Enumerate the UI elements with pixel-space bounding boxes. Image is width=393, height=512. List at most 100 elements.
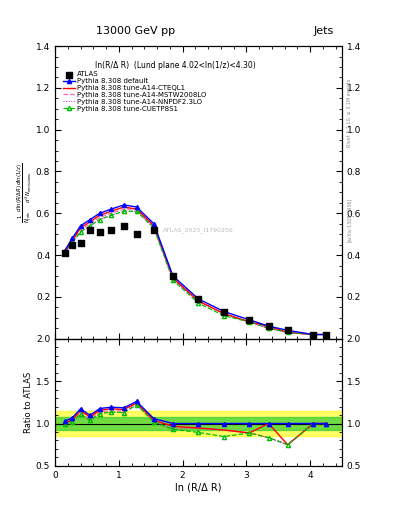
Pythia 8.308 tune-CUETP8S1 (121, 208, 126, 214)
Pythia 8.308 tune-A14-CTEQL1 (78, 225, 83, 231)
Pythia 8.308 tune-A14-NNPDF2.3LO (196, 298, 201, 304)
ATLAS (87, 226, 93, 234)
ATLAS (61, 249, 68, 257)
Pythia 8.308 tune-A14-NNPDF2.3LO (247, 319, 252, 325)
Pythia 8.308 tune-CUETP8S1 (285, 329, 290, 335)
Pythia 8.308 tune-A14-CTEQL1 (97, 212, 102, 219)
Pythia 8.308 tune-A14-NNPDF2.3LO (78, 229, 83, 235)
ATLAS (151, 226, 157, 234)
Pythia 8.308 tune-A14-NNPDF2.3LO (109, 212, 114, 219)
Pythia 8.308 tune-A14-CTEQL1 (222, 311, 226, 317)
Pythia 8.308 tune-A14-NNPDF2.3LO (171, 277, 175, 283)
Pythia 8.308 tune-A14-MSTW2008LO (196, 298, 201, 304)
Pythia 8.308 tune-A14-NNPDF2.3LO (97, 217, 102, 223)
Pythia 8.308 tune-A14-MSTW2008LO (247, 319, 252, 325)
ATLAS (108, 226, 114, 234)
Pythia 8.308 tune-A14-MSTW2008LO (134, 206, 139, 212)
Pythia 8.308 default (151, 221, 156, 227)
Pythia 8.308 tune-A14-NNPDF2.3LO (323, 331, 328, 337)
Bar (55, 417, 342, 430)
Pythia 8.308 tune-A14-CTEQL1 (134, 206, 139, 212)
Pythia 8.308 tune-A14-MSTW2008LO (171, 275, 175, 281)
Pythia 8.308 tune-A14-CTEQL1 (171, 275, 175, 281)
Pythia 8.308 tune-A14-MSTW2008LO (285, 329, 290, 335)
Pythia 8.308 default (311, 331, 316, 337)
ATLAS (323, 330, 329, 338)
Pythia 8.308 tune-A14-MSTW2008LO (222, 311, 226, 317)
ATLAS (69, 241, 75, 249)
Pythia 8.308 tune-CUETP8S1 (62, 250, 67, 256)
Pythia 8.308 tune-A14-NNPDF2.3LO (151, 225, 156, 231)
Pythia 8.308 tune-A14-MSTW2008LO (97, 215, 102, 221)
Pythia 8.308 tune-CUETP8S1 (222, 313, 226, 319)
Pythia 8.308 default (247, 317, 252, 323)
Pythia 8.308 default (70, 236, 75, 242)
X-axis label: ln (R/Δ R): ln (R/Δ R) (175, 482, 222, 493)
Pythia 8.308 tune-CUETP8S1 (134, 208, 139, 214)
Pythia 8.308 tune-A14-CTEQL1 (285, 329, 290, 335)
Y-axis label: $\frac{1}{N_{\rm jets}}\frac{d\ln(R/\Delta R)\,d\ln(1/z)}{d^2 N_{\rm emissions}}: $\frac{1}{N_{\rm jets}}\frac{d\ln(R/\Del… (15, 162, 35, 223)
Pythia 8.308 tune-A14-MSTW2008LO (78, 227, 83, 233)
ATLAS (97, 228, 103, 236)
Pythia 8.308 tune-A14-CTEQL1 (247, 319, 252, 325)
Pythia 8.308 tune-A14-NNPDF2.3LO (62, 250, 67, 256)
Line: Pythia 8.308 default: Pythia 8.308 default (62, 203, 328, 336)
Pythia 8.308 tune-CUETP8S1 (247, 319, 252, 325)
Pythia 8.308 default (196, 296, 201, 302)
Line: Pythia 8.308 tune-A14-NNPDF2.3LO: Pythia 8.308 tune-A14-NNPDF2.3LO (64, 211, 326, 334)
Pythia 8.308 default (88, 217, 92, 223)
Pythia 8.308 tune-A14-MSTW2008LO (121, 206, 126, 212)
Pythia 8.308 tune-CUETP8S1 (109, 212, 114, 219)
Pythia 8.308 tune-A14-CTEQL1 (196, 298, 201, 304)
Pythia 8.308 default (266, 323, 271, 329)
Pythia 8.308 tune-A14-CTEQL1 (151, 223, 156, 229)
Pythia 8.308 tune-A14-CTEQL1 (121, 204, 126, 210)
Text: ln(R/Δ R)  (Lund plane 4.02<ln(1/z)<4.30): ln(R/Δ R) (Lund plane 4.02<ln(1/z)<4.30) (95, 61, 256, 70)
Pythia 8.308 default (109, 206, 114, 212)
Pythia 8.308 tune-A14-MSTW2008LO (109, 210, 114, 217)
Pythia 8.308 tune-A14-NNPDF2.3LO (285, 329, 290, 335)
Pythia 8.308 default (97, 210, 102, 217)
ATLAS (246, 316, 253, 324)
ATLAS (170, 272, 176, 280)
Pythia 8.308 tune-A14-NNPDF2.3LO (311, 331, 316, 337)
ATLAS (310, 330, 316, 338)
Legend: ATLAS, Pythia 8.308 default, Pythia 8.308 tune-A14-CTEQL1, Pythia 8.308 tune-A14: ATLAS, Pythia 8.308 default, Pythia 8.30… (61, 70, 208, 113)
Text: 13000 GeV pp: 13000 GeV pp (96, 26, 175, 36)
ATLAS (221, 307, 227, 315)
Text: ATLAS_2020_I1790256: ATLAS_2020_I1790256 (163, 228, 234, 233)
Line: Pythia 8.308 tune-A14-CTEQL1: Pythia 8.308 tune-A14-CTEQL1 (64, 207, 326, 334)
Pythia 8.308 tune-A14-NNPDF2.3LO (88, 223, 92, 229)
Pythia 8.308 tune-CUETP8S1 (323, 331, 328, 337)
ATLAS (285, 326, 291, 334)
ATLAS (134, 230, 140, 238)
Pythia 8.308 tune-A14-MSTW2008LO (323, 331, 328, 337)
Pythia 8.308 tune-A14-CTEQL1 (109, 208, 114, 214)
Text: [arXiv:1306.3436]: [arXiv:1306.3436] (347, 198, 352, 242)
Bar (55, 411, 342, 436)
Pythia 8.308 tune-A14-CTEQL1 (266, 323, 271, 329)
Pythia 8.308 tune-A14-NNPDF2.3LO (121, 208, 126, 214)
Pythia 8.308 tune-CUETP8S1 (266, 325, 271, 331)
Pythia 8.308 tune-A14-MSTW2008LO (151, 223, 156, 229)
Line: Pythia 8.308 tune-CUETP8S1: Pythia 8.308 tune-CUETP8S1 (62, 209, 328, 336)
Pythia 8.308 default (171, 273, 175, 279)
Pythia 8.308 default (222, 308, 226, 314)
Pythia 8.308 tune-A14-MSTW2008LO (266, 325, 271, 331)
Pythia 8.308 default (285, 327, 290, 333)
ATLAS (265, 322, 272, 330)
Pythia 8.308 tune-A14-NNPDF2.3LO (134, 208, 139, 214)
Pythia 8.308 tune-A14-MSTW2008LO (62, 250, 67, 256)
Pythia 8.308 tune-A14-CTEQL1 (62, 250, 67, 256)
Y-axis label: Ratio to ATLAS: Ratio to ATLAS (24, 372, 33, 433)
Pythia 8.308 default (78, 223, 83, 229)
Pythia 8.308 tune-A14-CTEQL1 (88, 219, 92, 225)
Pythia 8.308 tune-CUETP8S1 (171, 277, 175, 283)
Pythia 8.308 tune-A14-MSTW2008LO (88, 221, 92, 227)
Line: Pythia 8.308 tune-A14-MSTW2008LO: Pythia 8.308 tune-A14-MSTW2008LO (64, 209, 326, 334)
Text: Jets: Jets (313, 26, 333, 36)
Pythia 8.308 tune-A14-NNPDF2.3LO (222, 311, 226, 317)
Text: Rivet 3.1.10, ≥ 3.1M events: Rivet 3.1.10, ≥ 3.1M events (347, 78, 352, 147)
Pythia 8.308 tune-CUETP8S1 (97, 217, 102, 223)
ATLAS (77, 239, 84, 247)
